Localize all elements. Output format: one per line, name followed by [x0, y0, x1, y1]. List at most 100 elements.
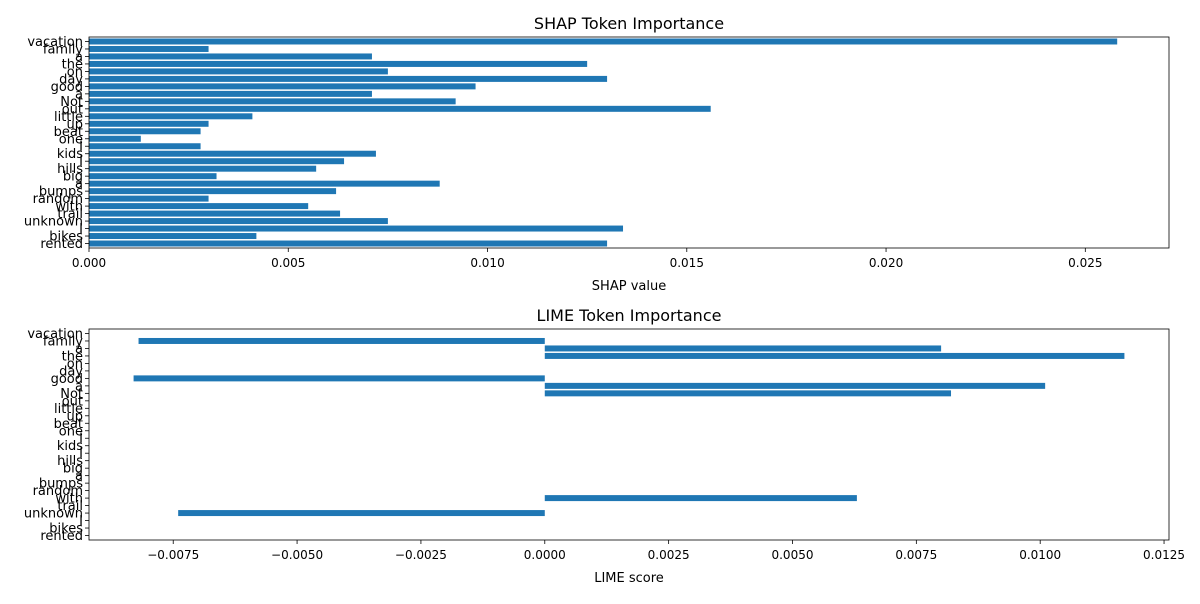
lime-ytick-label: I	[79, 514, 83, 529]
shap-ytick-label: day	[59, 72, 83, 87]
lime-xtick-label: 0.0100	[1019, 548, 1061, 562]
shap-ytick-label: a	[75, 50, 83, 65]
shap-ytick-label: I	[79, 140, 83, 155]
shap-ytick-label: good	[51, 80, 83, 95]
shap-bar	[89, 45, 209, 52]
lime-xtick-label: −0.0075	[147, 548, 199, 562]
lime-bar	[544, 345, 942, 352]
shap-chart-bars	[89, 38, 1118, 247]
shap-plot-frame	[88, 36, 1170, 249]
lime-ytick-label: bikes	[49, 522, 83, 537]
lime-xtick-label: −0.0025	[395, 548, 447, 562]
shap-ytick-label: trail	[57, 207, 83, 222]
shap-bar	[89, 38, 1118, 45]
shap-ytick-label: rented	[40, 237, 83, 252]
lime-ytick-label: a	[75, 379, 83, 394]
shap-ytick-label: on	[67, 65, 83, 80]
shap-bar	[89, 225, 624, 232]
shap-bar	[89, 135, 141, 142]
shap-chart-xlabel: SHAP value	[592, 279, 666, 294]
shap-ytick-label: big	[63, 170, 83, 185]
lime-ytick-label: bumps	[39, 477, 83, 492]
lime-ytick-label: little	[54, 402, 83, 417]
shap-ytick-label: up	[67, 117, 84, 132]
lime-ytick-label: up	[67, 409, 84, 424]
lime-chart-xlabel: LIME score	[594, 571, 664, 586]
shap-xtick-label: 0.020	[869, 256, 903, 270]
lime-xtick-label: 0.0125	[1143, 548, 1185, 562]
shap-xtick-label: 0.005	[271, 256, 305, 270]
shap-ytick-label: kids	[57, 147, 83, 162]
shap-bar	[89, 165, 317, 172]
lime-bar	[178, 510, 545, 517]
shap-ytick-label: bumps	[39, 185, 83, 200]
lime-bar	[133, 375, 545, 382]
lime-chart-axes: vacationfamilyatheondaygoodaNotoutlittle…	[24, 327, 1185, 562]
shap-ytick-label: I	[79, 222, 83, 237]
shap-bar	[89, 68, 388, 75]
lime-ytick-label: hills	[57, 454, 83, 469]
lime-ytick-label: day	[59, 364, 83, 379]
lime-bar	[138, 337, 545, 344]
lime-ytick-label: big	[63, 462, 83, 477]
shap-ytick-label: beat	[54, 125, 83, 140]
lime-plot-frame	[88, 328, 1170, 541]
shap-ytick-label: with	[55, 200, 83, 215]
lime-chart: LIME Token Importance vacationfamilyathe…	[24, 306, 1185, 586]
shap-bar	[89, 113, 253, 120]
lime-ytick-label: out	[62, 394, 83, 409]
shap-bar	[89, 128, 201, 135]
lime-ytick-label: one	[59, 424, 83, 439]
shap-ytick-label: Not	[60, 95, 83, 110]
shap-ytick-label: a	[75, 177, 83, 192]
shap-bar	[89, 150, 376, 157]
shap-chart: SHAP Token Importance vacationfamilyathe…	[24, 14, 1170, 294]
shap-ytick-label: unknown	[24, 215, 83, 230]
shap-ytick-label: little	[54, 110, 83, 125]
lime-chart-title: LIME Token Importance	[537, 306, 722, 325]
lime-chart-bars	[133, 337, 1125, 517]
lime-ytick-label: trail	[57, 499, 83, 514]
lime-ytick-label: a	[75, 469, 83, 484]
shap-bar	[89, 105, 711, 112]
lime-ytick-label: Not	[60, 387, 83, 402]
shap-bar	[89, 195, 209, 202]
shap-bar	[89, 120, 209, 127]
shap-bar	[89, 158, 345, 165]
shap-bar	[89, 188, 337, 195]
shap-bar	[89, 233, 257, 240]
lime-ytick-label: beat	[54, 417, 83, 432]
shap-ytick-label: bikes	[49, 230, 83, 245]
shap-ytick-label: I	[79, 155, 83, 170]
shap-bar	[89, 240, 608, 247]
shap-bar	[89, 180, 440, 187]
shap-bar	[89, 203, 309, 210]
lime-bar	[544, 352, 1125, 359]
shap-bar	[89, 218, 388, 225]
shap-xtick-label: 0.015	[670, 256, 704, 270]
shap-ytick-label: vacation	[27, 35, 83, 50]
shap-chart-axes: vacationfamilyatheondaygoodaNotoutlittle…	[24, 35, 1170, 270]
shap-ytick-label: a	[75, 87, 83, 102]
shap-bar	[89, 60, 588, 67]
shap-xtick-label: 0.000	[72, 256, 106, 270]
shap-ytick-label: family	[43, 42, 83, 57]
lime-ytick-label: kids	[57, 439, 83, 454]
lime-ytick-label: rented	[40, 529, 83, 544]
shap-bar	[89, 173, 217, 180]
lime-xtick-label: 0.0025	[648, 548, 690, 562]
shap-bar	[89, 210, 341, 217]
lime-bar	[544, 382, 1046, 389]
lime-ytick-label: I	[79, 447, 83, 462]
shap-bar	[89, 75, 608, 82]
shap-ytick-label: one	[59, 132, 83, 147]
lime-bar	[544, 390, 952, 397]
lime-ytick-label: good	[51, 372, 83, 387]
shap-ytick-label: random	[33, 192, 83, 207]
lime-xtick-label: 0.0050	[771, 548, 813, 562]
shap-bar	[89, 98, 456, 105]
lime-xtick-label: −0.0050	[271, 548, 323, 562]
